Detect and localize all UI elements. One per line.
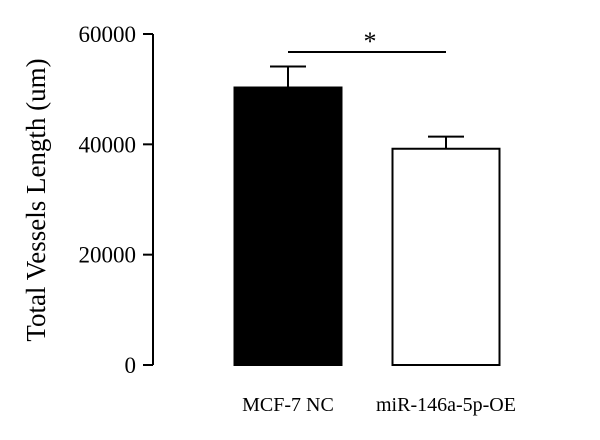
x-tick-label: MCF-7 NC — [242, 394, 334, 416]
y-tick-label: 0 — [125, 353, 137, 378]
y-tick-label: 60000 — [79, 22, 137, 47]
bar — [391, 147, 501, 366]
x-tick-label: miR-146a-5p-OE — [376, 394, 516, 416]
significance-label: * — [364, 27, 377, 56]
y-tick-label: 20000 — [79, 243, 137, 268]
y-tick-label: 40000 — [79, 132, 137, 157]
y-axis-label: Total Vessels Length (um) — [21, 58, 51, 341]
bar — [233, 86, 343, 367]
plot-area: 0 20000 40000 60000 MCF-7 NC miR-146a-5p-OE * — [79, 22, 516, 416]
